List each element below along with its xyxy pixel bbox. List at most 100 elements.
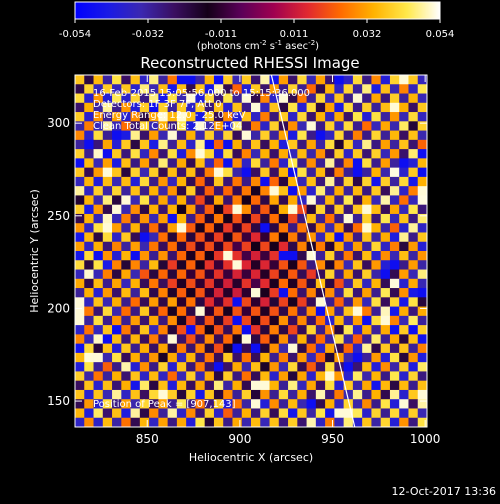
- heatmap-cell: [204, 297, 215, 307]
- heatmap-cell: [288, 232, 298, 243]
- heatmap-cell: [232, 223, 243, 233]
- heatmap-cell: [417, 371, 427, 382]
- heatmap-cell: [325, 334, 335, 345]
- heatmap-cell: [93, 325, 104, 335]
- heatmap-cell: [121, 352, 131, 363]
- heatmap-cell: [149, 102, 159, 113]
- heatmap-cell: [213, 306, 224, 317]
- heatmap-cell: [306, 343, 317, 354]
- heatmap-cell: [213, 260, 224, 270]
- heatmap-cell: [232, 297, 243, 307]
- colorbar-gradient: [74, 1, 441, 20]
- heatmap-cell: [167, 251, 178, 261]
- heatmap-cell: [362, 334, 372, 345]
- heatmap-cell: [121, 213, 131, 224]
- heatmap-cell: [167, 362, 178, 372]
- heatmap-cell: [352, 399, 363, 409]
- heatmap-cell: [213, 362, 224, 372]
- heatmap-cell: [417, 158, 427, 169]
- heatmap-cell: [371, 380, 382, 391]
- heatmap-cell: [389, 139, 400, 150]
- heatmap-cell: [399, 130, 409, 141]
- heatmap-cell: [251, 176, 261, 187]
- heatmap-cell: [352, 325, 363, 335]
- heatmap-cell: [213, 334, 224, 345]
- heatmap-cell: [315, 306, 326, 317]
- heatmap-cell: [139, 399, 150, 409]
- heatmap-cell: [362, 204, 372, 215]
- heatmap-cell: [408, 139, 419, 150]
- heatmap-cell: [362, 121, 372, 131]
- colorbar: -0.054 -0.032 -0.011 0.011 0.032 0.054 (photo…: [59, 1, 454, 52]
- heatmap-cell: [371, 251, 382, 261]
- heatmap-cell: [269, 269, 280, 280]
- heatmap-cell: [84, 223, 94, 233]
- heatmap-cell: [389, 343, 400, 354]
- heatmap-cell: [158, 204, 169, 215]
- heatmap-cell: [130, 408, 141, 419]
- heatmap-cell: [121, 167, 131, 178]
- heatmap-cell: [232, 389, 243, 400]
- heatmap-cell: [408, 75, 419, 85]
- heatmap-cell: [195, 102, 206, 113]
- heatmap-cell: [399, 176, 409, 187]
- heatmap-cell: [399, 362, 409, 372]
- heatmap-cell: [195, 112, 206, 122]
- heatmap-cell: [269, 186, 280, 196]
- heatmap-cell: [213, 195, 224, 206]
- heatmap-cell: [417, 241, 427, 252]
- heatmap-cell: [186, 352, 196, 363]
- heatmap-cell: [288, 380, 298, 391]
- heatmap-cell: [186, 84, 196, 94]
- heatmap-cell: [371, 112, 382, 122]
- heatmap-cell: [417, 389, 427, 400]
- heatmap-cell: [269, 149, 280, 159]
- heatmap-cell: [204, 325, 215, 335]
- heatmap-cell: [288, 75, 298, 85]
- heatmap-cell: [84, 371, 94, 382]
- heatmap-cell: [186, 102, 196, 113]
- heatmap-cell: [149, 362, 159, 372]
- heatmap-cell: [75, 297, 85, 307]
- heatmap-cell: [186, 399, 196, 409]
- heatmap-cell: [102, 269, 113, 280]
- heatmap-cell: [352, 167, 363, 178]
- heatmap-cell: [297, 102, 307, 113]
- heatmap-cell: [306, 121, 317, 131]
- heatmap-cell: [130, 158, 141, 169]
- heatmap-cell: [176, 325, 187, 335]
- heatmap-cell: [93, 417, 104, 427]
- heatmap-cell: [389, 241, 400, 252]
- heatmap-cell: [306, 325, 317, 335]
- heatmap-cell: [371, 130, 382, 141]
- x-axis: 850 900 950 1000: [136, 75, 440, 446]
- heatmap-cell: [186, 213, 196, 224]
- heatmap-cell: [288, 139, 298, 150]
- heatmap-cell: [260, 334, 270, 345]
- heatmap-cell: [204, 213, 215, 224]
- heatmap-cell: [158, 241, 169, 252]
- heatmap-cell: [352, 130, 363, 141]
- heatmap-cell: [102, 84, 113, 94]
- heatmap-cell: [362, 241, 372, 252]
- heatmap-cell: [417, 195, 427, 206]
- heatmap-cell: [408, 223, 419, 233]
- heatmap-cell: [112, 139, 122, 150]
- heatmap-cell: [417, 380, 427, 391]
- heatmap-cell: [112, 186, 122, 196]
- heatmap-cell: [75, 380, 85, 391]
- heatmap-cell: [139, 130, 150, 141]
- heatmap-cell: [343, 371, 354, 382]
- heatmap-cell: [352, 297, 363, 307]
- heatmap-cell: [213, 112, 224, 122]
- heatmap-cell: [102, 278, 113, 289]
- heatmap-cell: [121, 362, 131, 372]
- heatmap-cell: [399, 389, 409, 400]
- heatmap-cell: [75, 306, 85, 317]
- heatmap-cell: [251, 399, 261, 409]
- colorbar-tick-label: -0.011: [205, 29, 237, 40]
- heatmap-cell: [223, 362, 233, 372]
- heatmap-cell: [158, 158, 169, 169]
- heatmap-cell: [297, 186, 307, 196]
- heatmap-cell: [223, 352, 233, 363]
